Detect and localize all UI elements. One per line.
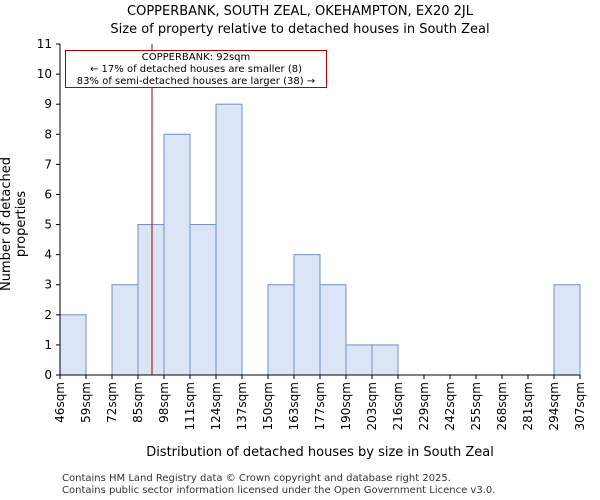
x-tick-label: 307sqm: [573, 382, 587, 430]
x-tick-label: 190sqm: [339, 382, 353, 430]
footer-line-1: Contains HM Land Registry data © Crown c…: [62, 473, 451, 484]
bar-46sqm: [59, 314, 87, 376]
y-tick-label: 9: [44, 97, 52, 111]
x-axis-label: Distribution of detached houses by size …: [146, 445, 494, 460]
x-tick-label: 203sqm: [365, 382, 379, 430]
x-tick-label: 229sqm: [417, 382, 431, 430]
bar-85sqm: [137, 224, 165, 376]
bar-177sqm: [319, 284, 347, 376]
y-tick-label: 7: [44, 157, 52, 171]
x-tick-label: 255sqm: [469, 382, 483, 430]
x-tick-label: 111sqm: [183, 382, 197, 430]
bar-111sqm: [189, 224, 217, 376]
y-tick-label: 5: [44, 218, 52, 232]
x-tick-label: 294sqm: [547, 382, 561, 430]
x-tick-label: 124sqm: [209, 382, 223, 430]
y-tick-label: 6: [44, 187, 52, 201]
x-tick-label: 59sqm: [79, 382, 93, 423]
y-tick-label: 2: [44, 308, 52, 322]
x-tick-label: 268sqm: [495, 382, 509, 430]
chart-subtitle: Size of property relative to detached ho…: [110, 22, 490, 37]
annotation-line-2: ← 17% of detached houses are smaller (8): [90, 64, 302, 75]
y-tick-label: 8: [44, 127, 52, 141]
y-tick-label: 10: [37, 67, 52, 81]
x-tick-label: 216sqm: [391, 382, 405, 430]
bar-124sqm: [215, 103, 243, 376]
bar-98sqm: [163, 133, 191, 376]
annotation-line-1: COPPERBANK: 92sqm: [141, 52, 251, 63]
y-tick-label: 3: [44, 278, 52, 292]
y-tick-label: 4: [44, 248, 52, 262]
x-tick-label: 150sqm: [261, 382, 275, 430]
y-tick-label: 0: [44, 368, 52, 382]
x-tick-label: 177sqm: [313, 382, 327, 430]
bar-294sqm: [553, 284, 581, 376]
bar-163sqm: [293, 254, 321, 376]
y-tick-label: 11: [37, 37, 52, 51]
bar-190sqm: [345, 344, 373, 376]
x-tick-label: 137sqm: [235, 382, 249, 430]
chart-title: COPPERBANK, SOUTH ZEAL, OKEHAMPTON, EX20…: [127, 4, 473, 19]
annotation-line-3: 83% of semi-detached houses are larger (…: [76, 76, 316, 87]
bar-150sqm: [267, 284, 295, 376]
x-tick-label: 85sqm: [131, 382, 145, 423]
x-tick-label: 242sqm: [443, 382, 457, 430]
footer-line-2: Contains public sector information licen…: [62, 485, 496, 496]
bar-203sqm: [371, 344, 399, 376]
x-tick-label: 281sqm: [521, 382, 535, 430]
y-tick-label: 1: [44, 338, 52, 352]
y-axis-label: Number of detached properties: [0, 157, 29, 291]
annotation-box: COPPERBANK: 92sqm ← 17% of detached hous…: [65, 50, 327, 88]
x-tick-label: 163sqm: [287, 382, 301, 430]
x-tick-label: 46sqm: [53, 382, 67, 423]
bar-72sqm: [111, 284, 139, 376]
x-tick-label: 72sqm: [105, 382, 119, 423]
x-tick-label: 98sqm: [157, 382, 171, 423]
